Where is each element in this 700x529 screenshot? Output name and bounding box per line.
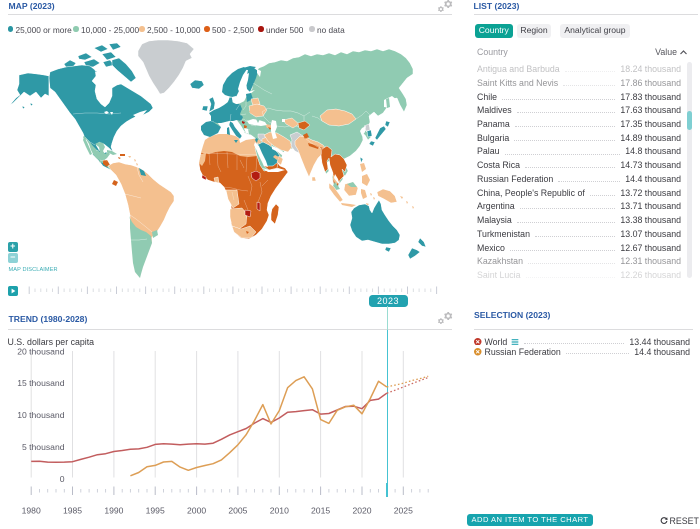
svg-text:1985: 1985 bbox=[63, 506, 82, 516]
svg-text:10 thousand: 10 thousand bbox=[17, 410, 65, 420]
svg-text:2010: 2010 bbox=[270, 506, 289, 516]
svg-text:5 thousand: 5 thousand bbox=[22, 442, 65, 452]
svg-text:2025: 2025 bbox=[394, 506, 413, 516]
svg-text:15 thousand: 15 thousand bbox=[17, 378, 65, 388]
svg-text:2015: 2015 bbox=[311, 506, 330, 516]
svg-text:1995: 1995 bbox=[146, 506, 165, 516]
svg-text:2000: 2000 bbox=[187, 506, 206, 516]
svg-text:2020: 2020 bbox=[352, 506, 371, 516]
svg-text:0: 0 bbox=[60, 474, 65, 484]
svg-text:20 thousand: 20 thousand bbox=[17, 346, 65, 356]
svg-text:2005: 2005 bbox=[228, 506, 247, 516]
svg-text:1990: 1990 bbox=[104, 506, 123, 516]
svg-text:1980: 1980 bbox=[22, 506, 41, 516]
